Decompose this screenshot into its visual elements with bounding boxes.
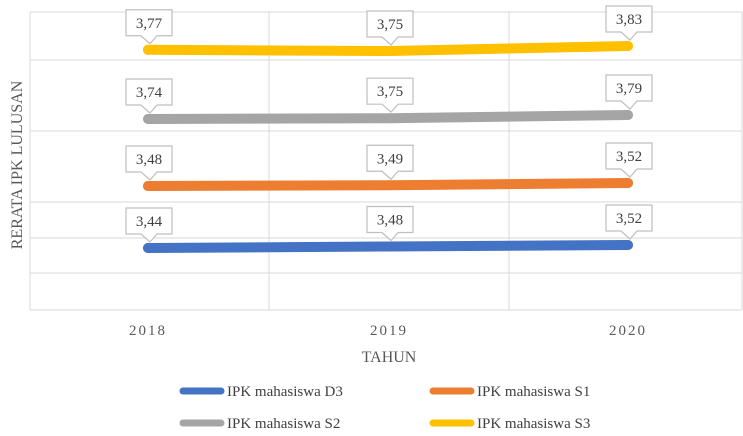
data-point xyxy=(384,180,394,191)
data-label-text: 3,52 xyxy=(616,149,642,165)
x-tick-labels: 2018 2019 2020 xyxy=(129,323,647,339)
data-label: 3,52 xyxy=(605,142,653,178)
data-label-box xyxy=(125,9,173,45)
legend-label: IPK mahasiswa D3 xyxy=(227,384,343,400)
data-label-text: 3,77 xyxy=(136,16,163,32)
data-label: 3,49 xyxy=(366,144,414,181)
data-label-text: 3,83 xyxy=(616,12,642,28)
data-label-text: 3,74 xyxy=(136,85,163,101)
x-tick-label: 2020 xyxy=(609,323,647,339)
data-label: 3,74 xyxy=(125,78,173,114)
x-tick-label: 2018 xyxy=(129,323,167,339)
data-label-text: 3,52 xyxy=(616,211,642,227)
legend-label: IPK mahasiswa S2 xyxy=(227,416,340,432)
data-point xyxy=(623,110,633,120)
data-label: 3,44 xyxy=(125,207,173,243)
data-label-box xyxy=(605,74,653,110)
data-label-box xyxy=(366,77,414,114)
data-label: 3,75 xyxy=(366,10,414,46)
data-label: 3,52 xyxy=(605,204,653,240)
legend-item: IPK mahasiswa S3 xyxy=(429,416,590,432)
y-axis-title: RERATA IPK LULUSAN xyxy=(9,80,26,249)
data-label-text: 3,75 xyxy=(377,84,403,100)
data-label-group: 3,44 3,48 3,52 3,48 3,49 3,52 3,74 3,75 3,79 3,77… xyxy=(125,5,653,243)
data-point xyxy=(143,114,153,124)
data-label-text: 3,49 xyxy=(377,151,403,167)
data-point xyxy=(623,240,633,250)
data-point xyxy=(384,241,394,252)
data-label-box xyxy=(125,145,173,181)
data-point xyxy=(623,41,633,51)
data-label-text: 3,75 xyxy=(377,17,403,33)
data-label-text: 3,79 xyxy=(616,81,642,97)
data-label: 3,48 xyxy=(366,205,414,242)
data-point xyxy=(143,181,153,191)
legend-item: IPK mahasiswa S1 xyxy=(429,384,590,400)
x-tick-label: 2019 xyxy=(370,323,408,339)
legend: IPK mahasiswa D3 IPK mahasiswa S1 IPK maha… xyxy=(179,384,590,432)
data-label-box xyxy=(605,204,653,240)
data-point xyxy=(384,46,394,56)
data-label-box xyxy=(366,144,414,181)
data-label: 3,83 xyxy=(605,5,653,41)
series-group xyxy=(143,41,633,253)
legend-label: IPK mahasiswa S3 xyxy=(477,416,590,432)
data-label: 3,79 xyxy=(605,74,653,110)
x-axis-title: TAHUN xyxy=(362,349,417,366)
legend-label: IPK mahasiswa S1 xyxy=(477,384,590,400)
data-label-box xyxy=(366,205,414,242)
data-label: 3,75 xyxy=(366,77,414,114)
legend-item: IPK mahasiswa S2 xyxy=(179,416,340,432)
data-label-text: 3,44 xyxy=(136,214,163,230)
data-label-box xyxy=(125,78,173,114)
data-point xyxy=(623,178,633,188)
data-point xyxy=(384,113,394,124)
data-label-box xyxy=(125,207,173,243)
data-label-box xyxy=(605,5,653,41)
data-label-text: 3,48 xyxy=(377,213,403,229)
data-point xyxy=(143,243,153,253)
data-point xyxy=(143,44,153,55)
data-label: 3,77 xyxy=(125,9,173,45)
data-label-text: 3,48 xyxy=(136,152,162,168)
data-label: 3,48 xyxy=(125,145,173,181)
legend-item: IPK mahasiswa D3 xyxy=(179,384,343,400)
data-label-box xyxy=(605,142,653,178)
data-label-box xyxy=(366,10,414,46)
